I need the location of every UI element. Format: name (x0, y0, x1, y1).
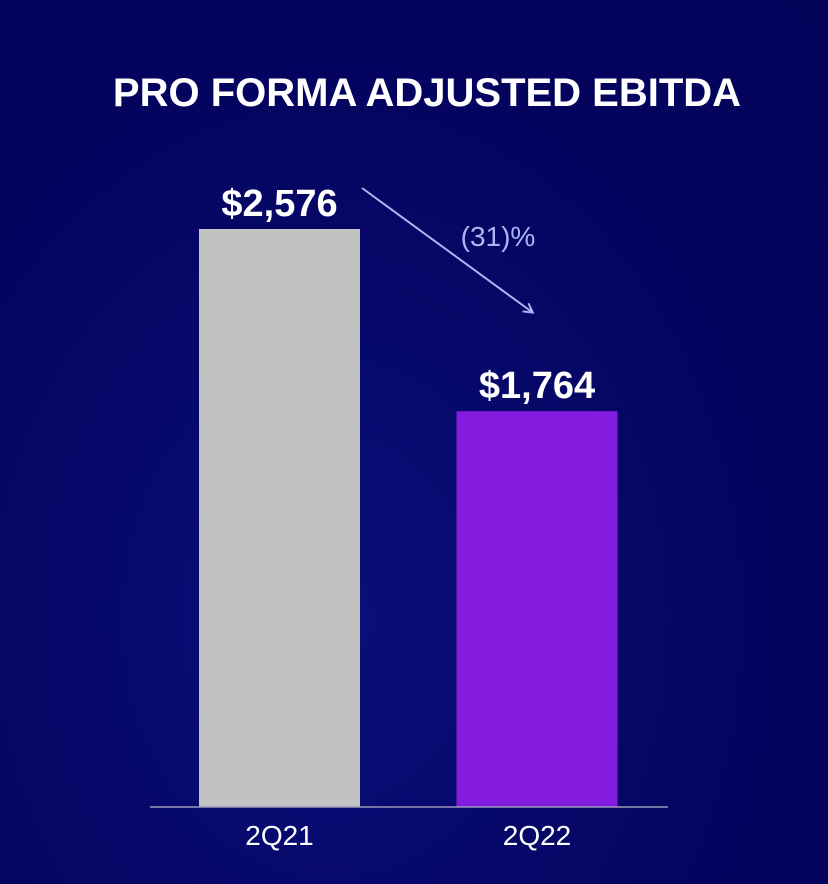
bar-2q21 (199, 229, 360, 807)
chart-title: PRO FORMA ADJUSTED EBITDA (113, 71, 741, 115)
value-label-2q21: $2,576 (221, 183, 337, 225)
category-label-2q22: 2Q22 (503, 820, 572, 851)
category-label-2q21: 2Q21 (245, 820, 314, 851)
bar-2q22 (456, 411, 618, 807)
bars-layer (199, 229, 618, 807)
change-percentage-label: (31)% (461, 221, 536, 252)
value-labels-layer: $2,576 $1,764 (221, 183, 595, 407)
change-arrow (361, 187, 532, 312)
value-label-2q22: $1,764 (479, 365, 595, 407)
category-labels-layer: 2Q21 2Q22 (245, 820, 571, 851)
